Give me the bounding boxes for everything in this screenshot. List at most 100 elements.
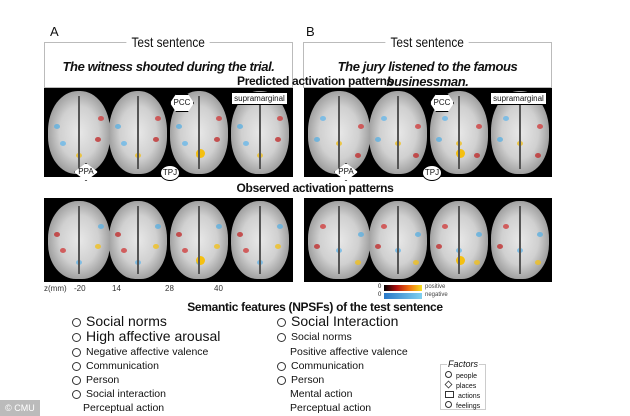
negative-label: negative xyxy=(425,292,448,298)
sentence-b: The jury listened to the famous business… xyxy=(337,59,518,89)
activation-spot xyxy=(395,247,402,253)
feature-label: Social norms xyxy=(86,313,167,329)
positive-label: positive xyxy=(425,284,446,290)
brain-slice xyxy=(109,91,167,174)
brain-slice xyxy=(308,201,370,279)
activation-spot xyxy=(314,243,321,249)
activation-spot xyxy=(75,259,82,265)
activation-spot xyxy=(277,115,284,121)
pcc-activation xyxy=(195,149,205,159)
activation-spot xyxy=(216,224,223,230)
z-tick: 14 xyxy=(112,284,121,293)
semantic-feature: Perceptual action xyxy=(290,402,371,414)
colorbar-zero: 0 xyxy=(378,284,382,290)
semantic-feature: Mental action xyxy=(290,388,352,400)
semantic-feature: Social norms xyxy=(277,331,352,343)
predicted-title: Predicted activation patterns xyxy=(236,74,393,88)
factors-title: Factors xyxy=(447,359,480,369)
activation-spot xyxy=(534,153,541,159)
activation-spot xyxy=(380,224,387,230)
activation-spot xyxy=(320,224,327,230)
diamond-marker-icon xyxy=(444,380,453,389)
semantic-feature: Negative affective valence xyxy=(72,346,208,358)
circle-marker-icon xyxy=(72,375,81,385)
factor-label: people xyxy=(456,373,478,380)
activation-spot xyxy=(213,136,220,142)
activation-spot xyxy=(496,136,503,142)
pcc-activation xyxy=(195,255,205,265)
activation-spot xyxy=(314,136,321,142)
activation-spot xyxy=(114,232,121,238)
activation-spot xyxy=(242,247,249,253)
brain-slice xyxy=(430,201,488,279)
activation-spot xyxy=(502,224,509,230)
factors-legend: Factors people places actions feelings xyxy=(440,359,486,411)
activation-spot xyxy=(320,115,327,121)
activation-spot xyxy=(216,115,223,121)
activation-spot xyxy=(60,247,67,253)
brain-slice xyxy=(109,201,167,279)
feature-label: Perceptual action xyxy=(83,402,165,414)
activation-spot xyxy=(257,153,264,159)
pcc-label-b: PCC xyxy=(430,94,454,112)
pcc-activation xyxy=(455,255,465,265)
factor-item: feelings xyxy=(445,401,480,411)
activation-spot xyxy=(181,247,188,253)
circle-marker-icon xyxy=(445,401,452,408)
sentence-a: The witness shouted during the trial. xyxy=(62,59,275,74)
activation-spot xyxy=(473,259,480,265)
activation-spot xyxy=(374,136,381,142)
activation-spot xyxy=(496,243,503,249)
semantic-feature: Communication xyxy=(72,360,159,372)
activation-spot xyxy=(335,247,342,253)
semantic-feature: Social Interaction xyxy=(277,314,398,329)
activation-spot xyxy=(274,136,281,142)
activation-spot xyxy=(213,243,220,249)
activation-spot xyxy=(502,115,509,121)
activation-spot xyxy=(75,153,82,159)
activation-spot xyxy=(181,140,188,146)
activation-spot xyxy=(114,124,121,130)
brain-slice xyxy=(491,201,549,279)
activation-spot xyxy=(517,140,524,146)
semantic-feature: Person xyxy=(72,374,119,386)
tpj-label-a: TPJ xyxy=(160,165,180,181)
activation-spot xyxy=(412,153,419,159)
circle-marker-icon xyxy=(72,317,81,327)
feature-label: Social norms xyxy=(291,331,352,343)
feature-label: High affective arousal xyxy=(86,328,221,344)
activation-spot xyxy=(435,243,442,249)
activation-spot xyxy=(120,247,127,253)
activation-spot xyxy=(274,243,281,249)
activation-spot xyxy=(456,140,463,146)
supramarginal-label-b: supramarginal xyxy=(490,92,547,105)
brain-slice xyxy=(369,201,427,279)
activation-spot xyxy=(476,124,483,130)
activation-spot xyxy=(354,153,361,159)
circle-marker-icon xyxy=(277,317,286,327)
activation-spot xyxy=(537,124,544,130)
feature-label: Person xyxy=(291,374,325,386)
z-tick: 40 xyxy=(214,284,223,293)
activation-spot xyxy=(412,259,419,265)
activation-spot xyxy=(435,136,442,142)
activation-spot xyxy=(54,232,61,238)
brain-slice xyxy=(48,201,110,279)
activation-spot xyxy=(517,247,524,253)
factor-label: feelings xyxy=(456,403,481,410)
semantic-feature: Social norms xyxy=(72,314,167,329)
activation-spot xyxy=(473,153,480,159)
activation-spot xyxy=(135,259,142,265)
circle-marker-icon xyxy=(445,371,452,378)
sentence-box-a: Test sentence The witness shouted during… xyxy=(44,34,293,88)
activation-spot xyxy=(357,124,364,130)
activation-spot xyxy=(354,259,361,265)
activation-spot xyxy=(94,243,101,249)
pcc-activation xyxy=(455,149,465,159)
activation-spot xyxy=(395,140,402,146)
feature-label: Social Interaction xyxy=(291,313,399,329)
semantic-feature: High affective arousal xyxy=(72,329,220,344)
observed-title: Observed activation patterns xyxy=(236,181,394,195)
sentence-header-b: Test sentence xyxy=(385,34,470,50)
tpj-label-b: TPJ xyxy=(422,165,442,181)
